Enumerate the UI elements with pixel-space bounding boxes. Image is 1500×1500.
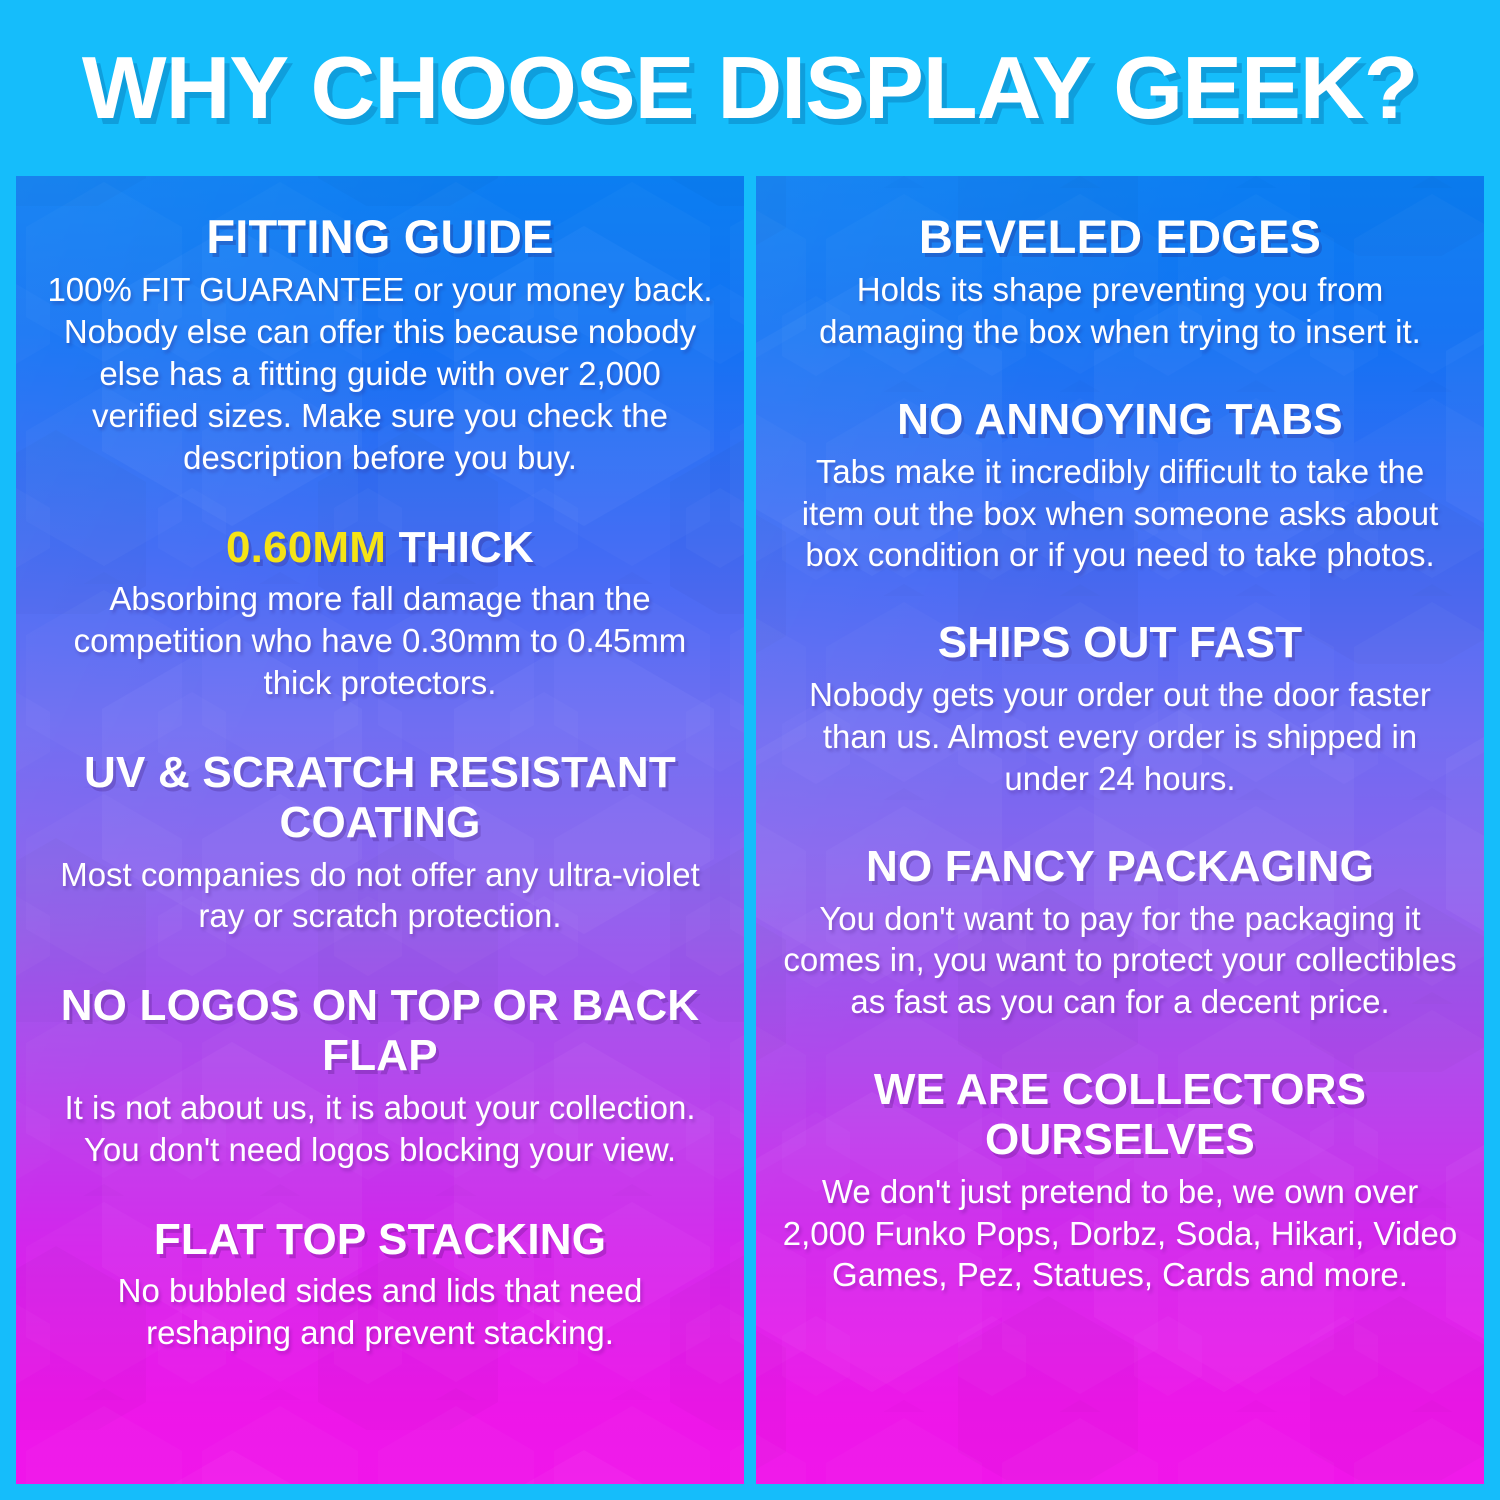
feature-title: NO FANCY PACKAGING: [865, 841, 1374, 891]
feature-title: SHIPS OUT FAST: [937, 618, 1303, 668]
feature-we-are-collectors: WE ARE COLLECTORS OURSELVES We don't jus…: [782, 1065, 1458, 1296]
header: WHY CHOOSE DISPLAY GEEK?: [0, 0, 1500, 176]
feature-title: 0.60MM THICK: [42, 523, 718, 573]
feature-body: Tabs make it incredibly difficult to tak…: [801, 452, 1439, 574]
feature-title: BEVELED EDGES: [918, 210, 1322, 263]
feature-body: Absorbing more fall damage than the comp…: [73, 580, 687, 702]
feature-no-fancy-packaging: NO FANCY PACKAGING You don't want to pay…: [782, 842, 1458, 1023]
feature-body: 100% FIT GUARANTEE or your money back. N…: [47, 271, 713, 476]
feature-title: FITTING GUIDE: [206, 210, 554, 263]
feature-body: Holds its shape preventing you from dama…: [819, 271, 1421, 351]
feature-body: No bubbled sides and lids that need resh…: [117, 1272, 643, 1352]
feature-body: We don't just pretend to be, we own over…: [782, 1172, 1458, 1294]
left-column-content: FITTING GUIDE 100% FIT GUARANTEE or your…: [16, 176, 744, 1484]
feature-body: Nobody gets your order out the door fast…: [809, 676, 1431, 797]
feature-beveled-edges: BEVELED EDGES Holds its shape preventing…: [782, 210, 1458, 353]
feature-body: You don't want to pay for the packaging …: [783, 899, 1457, 1021]
feature-fitting-guide: FITTING GUIDE 100% FIT GUARANTEE or your…: [42, 210, 718, 479]
feature-no-annoying-tabs: NO ANNOYING TABS Tabs make it incredibly…: [782, 395, 1458, 576]
page-title: WHY CHOOSE DISPLAY GEEK?: [82, 38, 1419, 137]
feature-ships-out-fast: SHIPS OUT FAST Nobody gets your order ou…: [782, 618, 1458, 799]
feature-title: UV & SCRATCH RESISTANT COATING: [84, 748, 676, 847]
feature-title: WE ARE COLLECTORS OURSELVES: [873, 1065, 1367, 1164]
right-feature-panel: BEVELED EDGES Holds its shape preventing…: [756, 176, 1484, 1484]
feature-title: NO ANNOYING TABS: [897, 394, 1343, 444]
left-feature-panel: FITTING GUIDE 100% FIT GUARANTEE or your…: [16, 176, 744, 1484]
right-column-content: BEVELED EDGES Holds its shape preventing…: [756, 176, 1484, 1484]
feature-title-highlight: 0.60MM: [225, 522, 387, 572]
feature-no-logos: NO LOGOS ON TOP OR BACK FLAP It is not a…: [42, 981, 718, 1170]
feature-columns: FITTING GUIDE 100% FIT GUARANTEE or your…: [16, 176, 1484, 1484]
feature-thickness: 0.60MM THICK Absorbing more fall damage …: [42, 523, 718, 704]
feature-body: Most companies do not offer any ultra-vi…: [60, 855, 700, 935]
feature-title-rest: THICK: [386, 522, 534, 572]
feature-title: FLAT TOP STACKING: [153, 1214, 607, 1264]
feature-uv-scratch-resistant-coating: UV & SCRATCH RESISTANT COATING Most comp…: [42, 748, 718, 937]
feature-title: NO LOGOS ON TOP OR BACK FLAP: [60, 981, 700, 1081]
feature-body: It is not about us, it is about your col…: [64, 1088, 696, 1168]
feature-flat-top-stacking: FLAT TOP STACKING No bubbled sides and l…: [42, 1215, 718, 1355]
